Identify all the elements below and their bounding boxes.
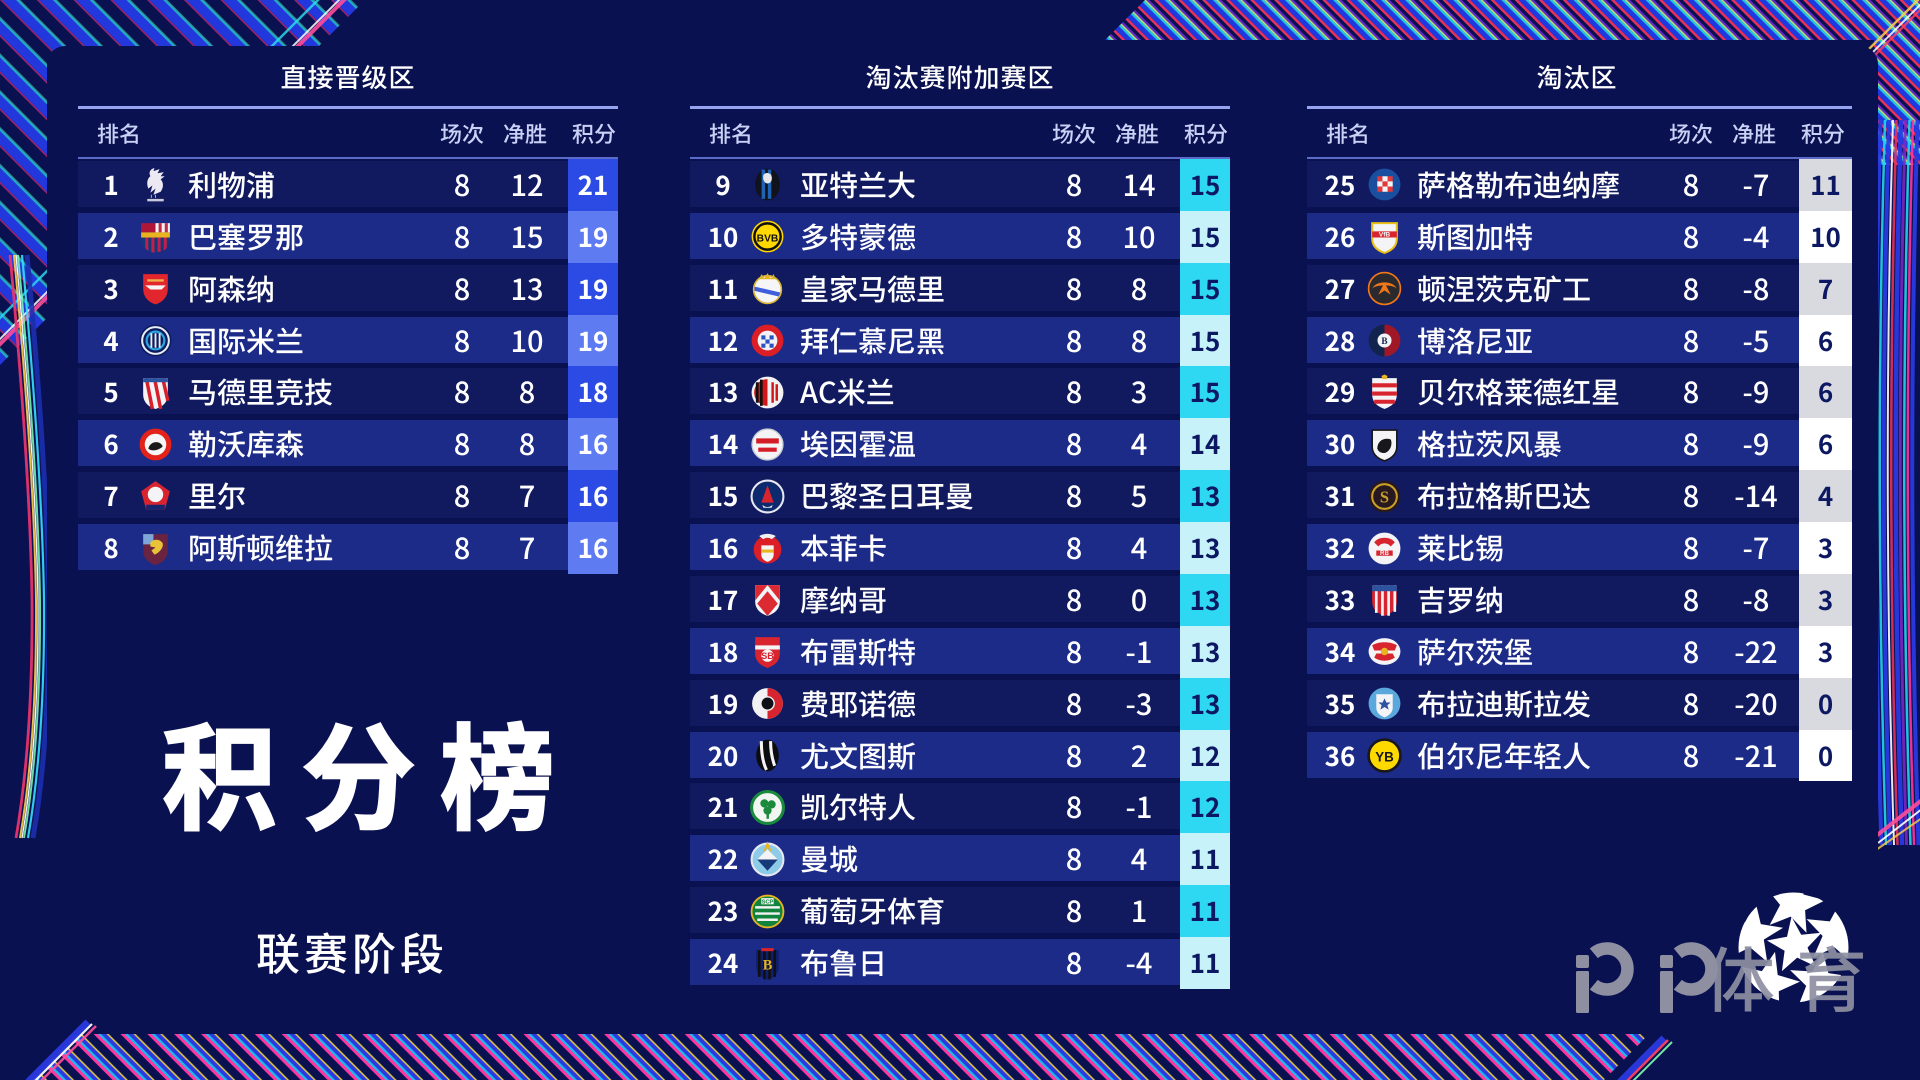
svg-text:B: B bbox=[1381, 337, 1387, 347]
svg-text:RB: RB bbox=[1380, 550, 1389, 557]
svg-text:BVB: BVB bbox=[756, 234, 778, 245]
svg-text:SB: SB bbox=[761, 652, 774, 662]
svg-text:VfB: VfB bbox=[1378, 232, 1390, 239]
svg-text:SCP: SCP bbox=[761, 899, 773, 905]
svg-text:YB: YB bbox=[1375, 750, 1394, 765]
svg-text:S: S bbox=[1379, 487, 1388, 506]
svg-text:B: B bbox=[762, 957, 772, 973]
